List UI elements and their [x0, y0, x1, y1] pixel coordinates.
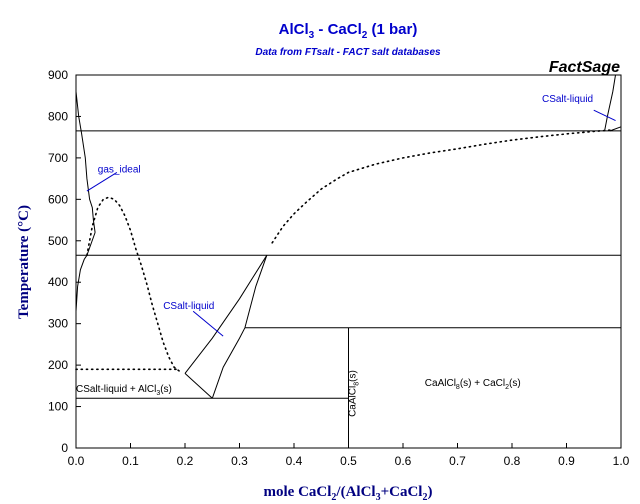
y-tick-label: 700 — [48, 151, 68, 165]
metastable-boundary — [86, 196, 181, 373]
y-tick-label: 900 — [48, 68, 68, 82]
phase-boundary — [609, 126, 622, 132]
label-region-caalcl8-cacl2: CaAlCl8(s) + CaCl2(s) — [425, 378, 521, 391]
x-tick-label: 0.9 — [558, 454, 575, 468]
phase-boundary — [184, 255, 268, 374]
label-pointer — [593, 109, 616, 122]
phase-boundary — [75, 255, 88, 312]
x-tick-label: 0.0 — [68, 454, 85, 468]
phase-boundary — [211, 327, 246, 399]
label-csalt-liquid-top: CSalt-liquid — [542, 94, 593, 105]
y-tick-label: 0 — [61, 441, 68, 455]
x-tick-label: 0.6 — [395, 454, 412, 468]
phase-boundary — [184, 373, 213, 399]
y-tick-label: 500 — [48, 234, 68, 248]
x-tick-label: 0.7 — [449, 454, 466, 468]
x-tick-label: 0.2 — [177, 454, 194, 468]
y-axis: 0 100 200 300 400 500 600 700 800 900 — [48, 68, 81, 455]
phase-boundary — [86, 232, 96, 256]
y-axis-label: Temperature (°C) — [16, 205, 32, 319]
label-pointer — [192, 310, 224, 337]
x-tick-label: 0.4 — [286, 454, 303, 468]
label-pointers — [86, 109, 616, 337]
x-tick-label: 0.1 — [122, 454, 139, 468]
label-compound-caalcl8: CaAlCl8(s) — [348, 370, 361, 417]
label-region-csalt-liquid-alcl3: CSalt-liquid + AlCl3(s) — [76, 384, 172, 397]
x-tick-label: 0.8 — [504, 454, 521, 468]
y-tick-label: 400 — [48, 275, 68, 289]
label-gas-ideal: gas_ideal — [98, 164, 141, 175]
label-pointer — [86, 171, 118, 192]
y-tick-label: 100 — [48, 400, 68, 414]
chart-subtitle: Data from FTsalt - FACT salt databases — [255, 47, 441, 58]
factsage-logo: FactSage — [549, 59, 620, 76]
chart-title: AlCl3 - CaCl2 (1 bar) — [279, 21, 418, 41]
metastable-boundary — [271, 129, 611, 244]
x-tick-label: 1.0 — [613, 454, 630, 468]
x-axis-label: mole CaCl2/(AlCl3+CaCl2) — [264, 484, 433, 503]
y-tick-label: 600 — [48, 192, 68, 206]
label-csalt-liquid-mid: CSalt-liquid — [163, 301, 214, 312]
phase-boundary — [75, 75, 96, 233]
x-axis: 0.0 0.1 0.2 0.3 0.4 0.5 0.6 0.7 0.8 0.9 1.0 — [68, 443, 630, 468]
y-tick-label: 800 — [48, 109, 68, 123]
phase-boundary — [604, 74, 616, 131]
x-tick-label: 0.5 — [340, 454, 357, 468]
x-tick-label: 0.3 — [231, 454, 248, 468]
y-tick-label: 300 — [48, 317, 68, 331]
phase-boundary — [244, 255, 268, 328]
y-tick-label: 200 — [48, 358, 68, 372]
phase-boundaries — [75, 74, 622, 448]
